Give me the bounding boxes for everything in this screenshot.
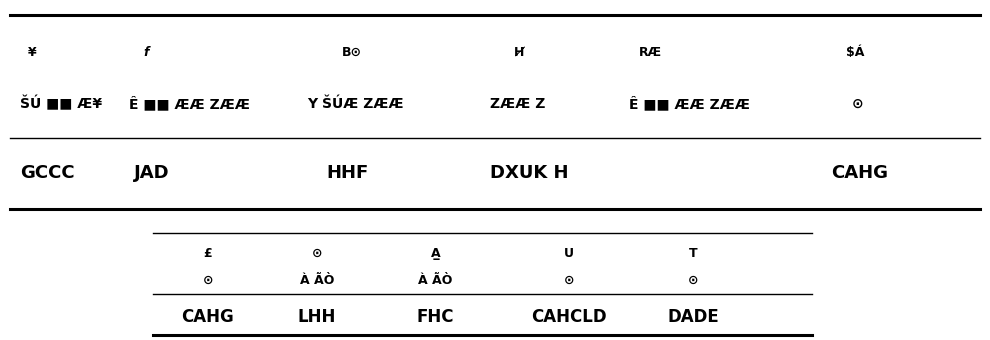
Text: ⊙: ⊙	[203, 274, 213, 287]
Text: Y ŠÚÆ ZÆÆ: Y ŠÚÆ ZÆÆ	[307, 97, 404, 111]
Text: À ÃÒ: À ÃÒ	[300, 274, 334, 287]
Text: LHH: LHH	[298, 308, 336, 326]
Text: Ê ■■ ÆÆ ZÆÆ: Ê ■■ ÆÆ ZÆÆ	[129, 96, 249, 111]
Text: B⊙: B⊙	[342, 46, 361, 59]
Text: Ê ■■ ÆÆ ZÆÆ: Ê ■■ ÆÆ ZÆÆ	[629, 96, 749, 111]
Text: CAHCLD: CAHCLD	[532, 308, 607, 326]
Text: A̲: A̲	[431, 247, 441, 260]
Text: ¥: ¥	[28, 46, 37, 59]
Text: RÆ: RÆ	[639, 46, 661, 59]
Text: $Á: $Á	[846, 46, 865, 59]
Text: ⊙: ⊙	[564, 274, 574, 287]
Text: ZÆÆ Z: ZÆÆ Z	[490, 97, 545, 111]
Text: À ÃÒ: À ÃÒ	[419, 274, 452, 287]
Text: HHF: HHF	[327, 165, 369, 182]
Text: DXUK H: DXUK H	[490, 165, 568, 182]
Text: £: £	[204, 247, 212, 260]
Text: T: T	[689, 247, 697, 260]
Text: FHC: FHC	[417, 308, 454, 326]
Text: DADE: DADE	[667, 308, 719, 326]
Text: H̸: H̸	[515, 46, 525, 59]
Text: f: f	[144, 46, 149, 59]
Text: CAHG: CAHG	[832, 165, 889, 182]
Text: U: U	[564, 247, 574, 260]
Text: GCCC: GCCC	[20, 165, 74, 182]
Text: ŠÚ ■■ Æ¥: ŠÚ ■■ Æ¥	[20, 96, 102, 111]
Text: ⊙: ⊙	[688, 274, 698, 287]
Text: JAD: JAD	[134, 165, 169, 182]
Text: ⊙: ⊙	[312, 247, 322, 260]
Text: ⊙: ⊙	[851, 97, 863, 111]
Text: CAHG: CAHG	[181, 308, 235, 326]
